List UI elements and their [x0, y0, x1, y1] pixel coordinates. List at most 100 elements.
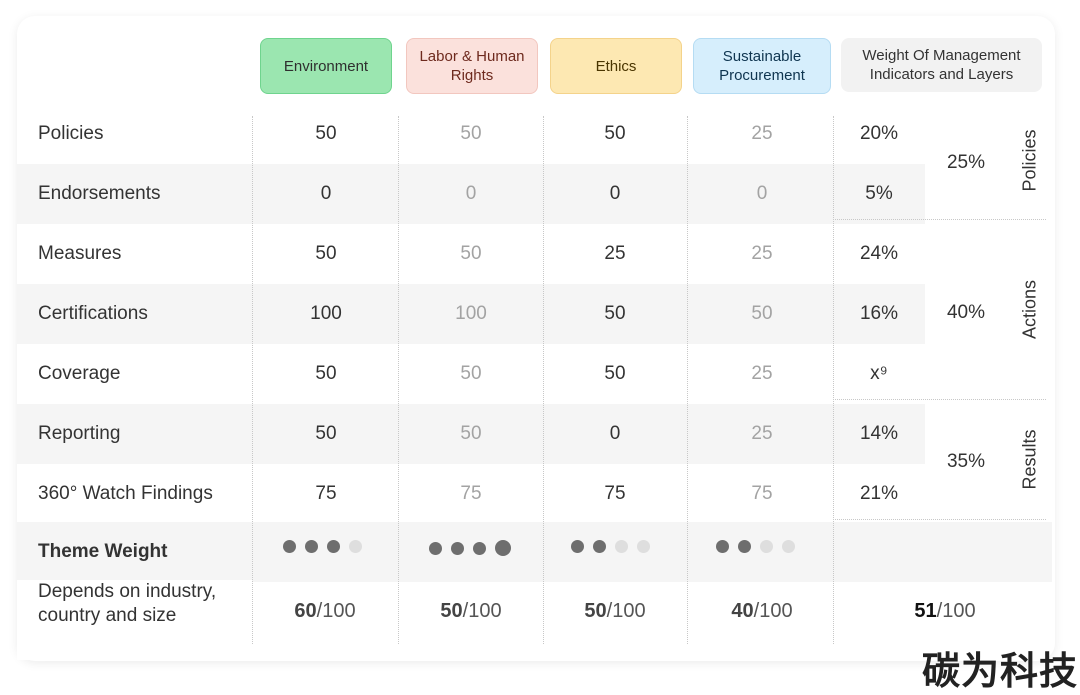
- score-suffix: /100: [936, 600, 976, 622]
- score-suffix: /100: [316, 600, 356, 622]
- header-weight: Weight Of Management Indicators and Laye…: [841, 38, 1042, 92]
- cell-ethics: 0: [609, 423, 621, 444]
- header-environment: Environment: [260, 38, 392, 94]
- cell-environment: 100: [310, 303, 342, 324]
- cell-environment: 50: [315, 243, 337, 264]
- cell-sustainable: 25: [751, 123, 773, 144]
- layer-weight-results: 35%: [946, 451, 986, 472]
- column-divider: [687, 116, 688, 644]
- theme-weight-label: Theme Weight: [38, 541, 168, 562]
- column-divider: [833, 116, 834, 644]
- weight-dot-filled: [716, 540, 729, 553]
- cell-labor: 50: [460, 243, 482, 264]
- weight-dot-empty: [615, 540, 628, 553]
- cell-ethics: 50: [604, 303, 626, 324]
- score-value: 51: [914, 600, 937, 622]
- header-sustainable-procurement: Sustainable Procurement: [693, 38, 831, 94]
- table-row: Policies 50 50 50 25 20%: [17, 104, 925, 164]
- row-label: Measures: [38, 243, 122, 264]
- weight-dot-empty: [760, 540, 773, 553]
- cell-environment: 75: [315, 483, 337, 504]
- header-labor-human-rights: Labor & Human Rights: [406, 38, 538, 94]
- layer-divider: [833, 399, 1046, 400]
- cell-environment: 50: [315, 123, 337, 144]
- footer-left-panel: [17, 580, 252, 660]
- cell-sustainable: 0: [756, 183, 768, 204]
- cell-indicator-weight: 21%: [859, 483, 899, 504]
- weight-dot-filled: [495, 540, 511, 556]
- cell-labor: 0: [465, 183, 477, 204]
- table-row: Coverage 50 50 50 25 x⁹: [17, 344, 925, 404]
- cell-labor: 50: [460, 123, 482, 144]
- cell-sustainable: 25: [751, 423, 773, 444]
- table-row: Measures 50 50 25 25 24%: [17, 224, 925, 284]
- cell-environment: 50: [315, 363, 337, 384]
- score-ethics: 50/100: [542, 600, 688, 623]
- column-divider: [252, 116, 253, 644]
- score-suffix: /100: [606, 600, 646, 622]
- row-label: Endorsements: [38, 183, 161, 204]
- layer-weight-policies: 25%: [946, 152, 986, 173]
- cell-indicator-weight: 5%: [865, 183, 893, 204]
- weight-dot-empty: [782, 540, 795, 553]
- layer-divider: [833, 519, 1046, 520]
- header-ethics: Ethics: [550, 38, 682, 94]
- theme-weight-dots-labor: [429, 540, 511, 556]
- score-suffix: /100: [753, 600, 793, 622]
- weight-dot-filled: [283, 540, 296, 553]
- weight-dot-empty: [637, 540, 650, 553]
- cell-environment: 50: [315, 423, 337, 444]
- score-value: 60: [294, 600, 317, 622]
- column-divider: [543, 116, 544, 644]
- score-sustainable: 40/100: [689, 600, 835, 623]
- cell-labor: 75: [460, 483, 482, 504]
- score-labor: 50/100: [398, 600, 544, 623]
- cell-ethics: 75: [604, 483, 626, 504]
- layer-weight-actions: 40%: [946, 302, 986, 323]
- cell-labor: 50: [460, 363, 482, 384]
- cell-indicator-weight: 14%: [859, 423, 899, 444]
- weight-dot-filled: [571, 540, 584, 553]
- weight-dot-filled: [327, 540, 340, 553]
- cell-sustainable: 75: [751, 483, 773, 504]
- weight-dot-filled: [429, 541, 442, 555]
- score-value: 50: [584, 600, 607, 622]
- layer-name-actions: Actions: [1019, 279, 1040, 340]
- column-divider: [398, 116, 399, 644]
- cell-sustainable: 25: [751, 243, 773, 264]
- cell-ethics: 50: [604, 363, 626, 384]
- score-total: 51/100: [872, 600, 1018, 623]
- score-suffix: /100: [462, 600, 502, 622]
- row-label: Policies: [38, 123, 104, 144]
- table-row: 360° Watch Findings 75 75 75 75 21%: [17, 464, 925, 524]
- weight-dot-filled: [738, 540, 751, 553]
- cell-sustainable: 50: [751, 303, 773, 324]
- table-row: Reporting 50 50 0 25 14%: [17, 404, 925, 464]
- cell-ethics: 25: [604, 243, 626, 264]
- row-label: Reporting: [38, 423, 121, 444]
- cell-ethics: 50: [604, 123, 626, 144]
- theme-weight-dots-ethics: [571, 540, 650, 553]
- cell-labor: 50: [460, 423, 482, 444]
- cell-indicator-weight: 24%: [859, 243, 899, 264]
- layer-name-policies: Policies: [1019, 129, 1040, 192]
- cell-sustainable: 25: [751, 363, 773, 384]
- weight-dot-filled: [473, 541, 486, 555]
- weight-dot-filled: [451, 541, 464, 555]
- cell-indicator-weight: x⁹: [870, 363, 888, 384]
- watermark-logo-text: 碳为科技: [922, 649, 1079, 693]
- cell-indicator-weight: 16%: [859, 303, 899, 324]
- theme-weight-row: Theme Weight: [17, 522, 1052, 582]
- cell-ethics: 0: [609, 183, 621, 204]
- score-value: 40: [731, 600, 754, 622]
- theme-weight-dots-sustainable: [716, 540, 795, 553]
- weight-dot-empty: [349, 540, 362, 553]
- footer-depends-text: Depends on industry, country and size: [38, 581, 217, 626]
- cell-labor: 100: [455, 303, 487, 324]
- row-label: Coverage: [38, 363, 121, 384]
- cell-environment: 0: [320, 183, 332, 204]
- weight-dot-filled: [305, 540, 318, 553]
- table-row: Certifications 100 100 50 50 16%: [17, 284, 925, 344]
- weight-dot-filled: [593, 540, 606, 553]
